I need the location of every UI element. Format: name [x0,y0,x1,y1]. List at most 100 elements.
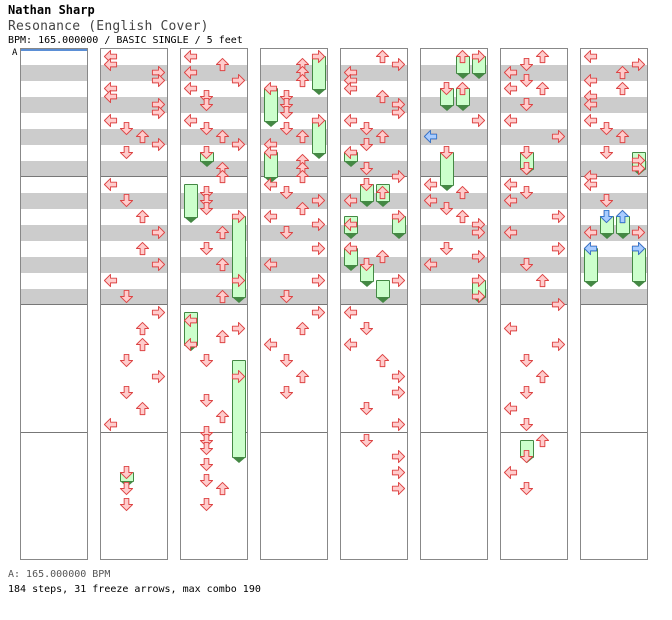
beat-stripe [501,129,567,145]
arrow-up-icon [215,169,230,184]
beat-stripe [261,129,327,145]
arrow-left-icon [183,65,198,80]
arrow-down-icon [199,497,214,512]
arrow-down-icon [199,473,214,488]
chart-column [420,48,488,560]
beat-stripe [181,65,247,81]
arrow-down-icon [199,121,214,136]
arrow-up-icon [295,169,310,184]
arrow-left-icon [343,217,358,232]
arrow-down-icon [519,385,534,400]
arrow-right-icon [311,49,326,64]
beat-stripe [581,97,647,113]
arrow-left-icon [503,81,518,96]
arrow-down-icon [279,121,294,136]
arrow-down-icon [519,417,534,432]
arrow-down-icon [599,193,614,208]
arrow-right-icon [151,73,166,88]
freeze-arrow [376,280,390,298]
freeze-arrow [232,360,246,458]
arrow-left-icon [423,257,438,272]
shock-arrow-icon [583,241,598,256]
arrow-up-icon [455,49,470,64]
arrow-up-icon [215,57,230,72]
chart-column [20,48,88,560]
arrow-down-icon [199,393,214,408]
arrow-down-icon [199,353,214,368]
arrow-up-icon [375,129,390,144]
arrow-right-icon [551,337,566,352]
arrow-right-icon [631,153,646,168]
arrow-up-icon [215,329,230,344]
arrow-right-icon [151,225,166,240]
arrow-left-icon [583,97,598,112]
arrow-up-icon [295,73,310,88]
arrow-right-icon [231,137,246,152]
measure-line [181,432,247,433]
beat-stripe [21,65,87,81]
arrow-right-icon [551,241,566,256]
chart-column [260,48,328,560]
beat-stripe [421,289,487,305]
beat-stripe [21,97,87,113]
bpm-change-line [21,49,87,51]
arrow-up-icon [535,433,550,448]
arrow-down-icon [199,433,214,448]
chart-column [100,48,168,560]
arrow-down-icon [359,433,374,448]
arrow-down-icon [279,225,294,240]
arrow-up-icon [375,353,390,368]
arrow-left-icon [503,193,518,208]
arrow-right-icon [471,49,486,64]
beat-stripe [501,225,567,241]
arrow-right-icon [391,385,406,400]
arrow-down-icon [599,145,614,160]
arrow-right-icon [471,273,486,288]
beat-stripe [261,289,327,305]
arrow-up-icon [135,401,150,416]
arrow-down-icon [519,145,534,160]
arrow-up-icon [615,65,630,80]
arrow-down-icon [519,73,534,88]
beat-stripe [21,193,87,209]
chart-column [180,48,248,560]
arrow-right-icon [311,305,326,320]
beat-stripe [421,193,487,209]
arrow-left-icon [103,57,118,72]
arrow-right-icon [551,129,566,144]
measure-line [581,304,647,305]
arrow-down-icon [119,193,134,208]
arrow-right-icon [551,209,566,224]
measure-line [501,432,567,433]
measure-line [181,304,247,305]
arrow-down-icon [199,457,214,472]
arrow-up-icon [295,369,310,384]
arrow-down-icon [279,89,294,104]
measure-line [181,176,247,177]
chart-column [340,48,408,560]
arrow-up-icon [615,81,630,96]
footer-bpm: A: 165.000000 BPM [8,569,111,580]
arrow-down-icon [279,385,294,400]
beat-stripe [501,257,567,273]
arrow-right-icon [631,225,646,240]
arrow-right-icon [311,241,326,256]
measure-line [101,304,167,305]
beat-stripe [21,161,87,177]
arrow-left-icon [103,177,118,192]
measure-line [581,432,647,433]
beat-stripe [21,129,87,145]
song-title: Resonance (English Cover) [8,19,209,34]
arrow-down-icon [439,241,454,256]
arrow-down-icon [519,353,534,368]
arrow-left-icon [263,209,278,224]
arrow-down-icon [519,57,534,72]
arrow-up-icon [535,81,550,96]
arrow-left-icon [583,73,598,88]
beat-stripe [101,225,167,241]
beat-stripe [181,161,247,177]
arrow-up-icon [535,369,550,384]
arrow-right-icon [471,249,486,264]
arrow-down-icon [519,481,534,496]
beat-stripe [341,97,407,113]
